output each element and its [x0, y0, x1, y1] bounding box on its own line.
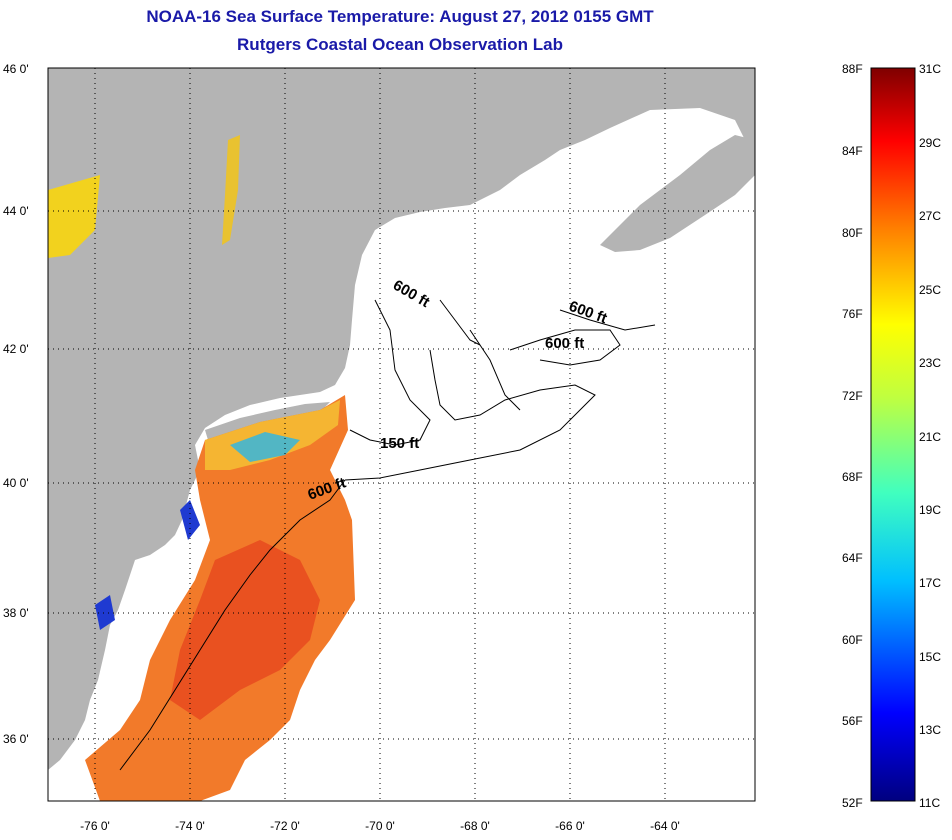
lon-label: -66 0' [555, 819, 585, 833]
grid [48, 68, 755, 801]
lat-label: 42 0' [3, 342, 29, 356]
sst-lake [222, 135, 240, 245]
colorbar-c-label: 27C [919, 209, 942, 223]
colorbar-c-label: 31C [919, 62, 942, 76]
lat-label: 36 0' [3, 732, 29, 746]
colorbar-f-label: 56F [842, 714, 863, 728]
colorbar-c-label: 21C [919, 430, 942, 444]
colorbar-f-label: 52F [842, 796, 863, 810]
lat-label: 40 0' [3, 476, 29, 490]
lon-label: -74 0' [175, 819, 205, 833]
lon-label: -72 0' [270, 819, 300, 833]
lon-label: -76 0' [80, 819, 110, 833]
contour-label: 600 ft [545, 335, 584, 352]
sst-cool-patch [230, 432, 300, 462]
depth-contours [119, 299, 656, 771]
colorbar-c-label: 15C [919, 650, 942, 664]
colorbar-c-label: 29C [919, 136, 942, 150]
colorbar-c-label: 13C [919, 723, 942, 737]
lon-label: -70 0' [365, 819, 395, 833]
colorbar-f-label: 60F [842, 633, 863, 647]
colorbar-c-label: 23C [919, 356, 942, 370]
colorbar-c-label: 17C [919, 576, 942, 590]
colorbar-c-label: 19C [919, 503, 942, 517]
chart-subtitle: Rutgers Coastal Ocean Observation Lab [237, 35, 563, 54]
colorbar-f-label: 72F [842, 389, 863, 403]
colorbar-f-label: 84F [842, 144, 863, 158]
colorbar-f-label: 80F [842, 226, 863, 240]
colorbar [870, 67, 916, 802]
chart-title: NOAA-16 Sea Surface Temperature: August … [146, 7, 654, 26]
colorbar-c-label: 25C [919, 283, 942, 297]
contour-label: 150 ft [380, 435, 419, 452]
land-nova-scotia [600, 135, 755, 252]
lat-label: 38 0' [3, 606, 29, 620]
colorbar-f-label: 64F [842, 551, 863, 565]
colorbar-f-label: 76F [842, 307, 863, 321]
lat-label: 46 0' [3, 62, 29, 76]
plot-frame [47, 67, 756, 802]
colorbar-f-label: 68F [842, 470, 863, 484]
lon-label: -64 0' [650, 819, 680, 833]
lat-label: 44 0' [3, 204, 29, 218]
lon-label: -68 0' [460, 819, 490, 833]
colorbar-f-label: 88F [842, 62, 863, 76]
land-continent [48, 68, 755, 770]
sst-gulf-of-maine [48, 175, 100, 258]
colorbar-c-label: 11C [919, 796, 941, 810]
sst-warm-core [170, 540, 320, 720]
